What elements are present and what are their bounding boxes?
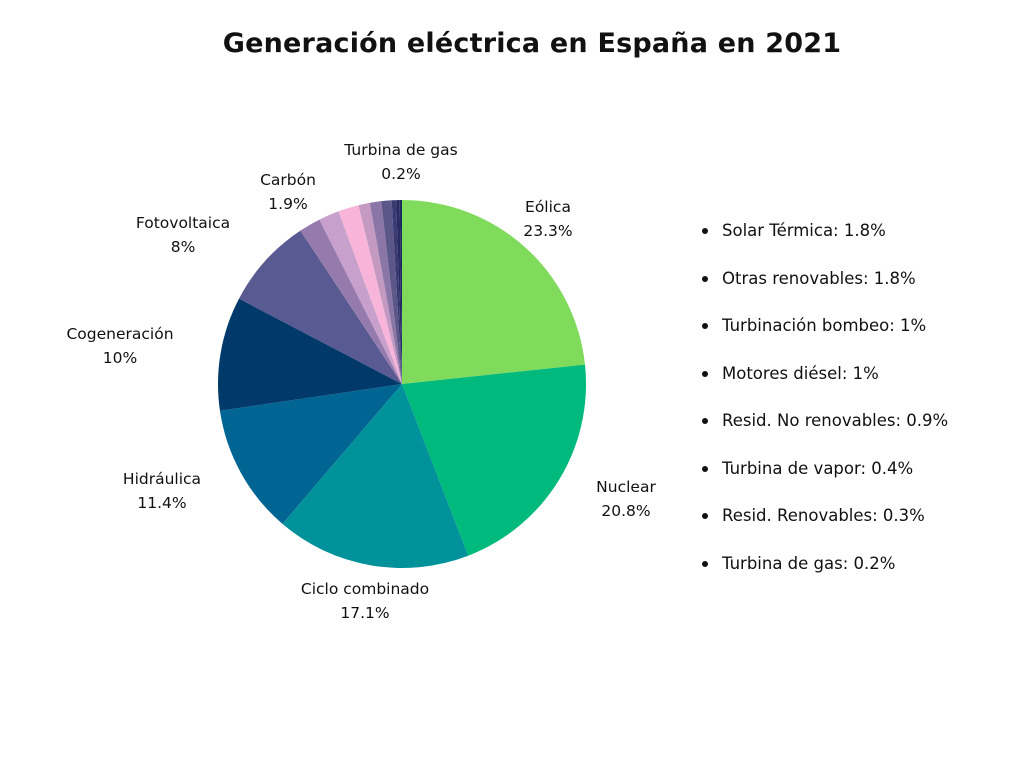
slice-label-value: 8%: [170, 238, 196, 256]
legend-item: Otras renovables: 1.8%: [700, 266, 948, 314]
bullet-icon: [702, 560, 708, 567]
legend-item-text: Turbina de gas: 0.2%: [722, 553, 896, 573]
pie-slice-turbinaci-n-bombeo: [358, 202, 402, 384]
pie-slice-fotovoltaica: [239, 230, 402, 384]
slice-label-value: 0.2%: [381, 165, 421, 183]
slice-label-value: 20.8%: [601, 502, 651, 520]
slice-label-name: Eólica: [525, 198, 571, 216]
legend-item-text: Solar Térmica: 1.8%: [722, 221, 886, 240]
bullet-icon: [702, 418, 708, 424]
bullet-icon: [702, 465, 708, 472]
slice-label-name: Hidráulica: [122, 470, 202, 488]
slice-label-carbon: Carbón 1.9%: [260, 168, 316, 216]
pie-slice-carb-n: [300, 219, 402, 384]
slice-label-name: Turbina de gas: [344, 141, 458, 159]
legend-item: Turbina de vapor: 0.4%: [700, 456, 948, 504]
slice-label-name: Fotovoltaica: [135, 214, 231, 232]
slice-label-eolica: Eólica 23.3%: [523, 195, 572, 243]
legend: Solar Térmica: 1.8% Otras renovables: 1.…: [700, 218, 948, 598]
slice-label-name: Nuclear: [596, 478, 656, 496]
legend-item-text: Resid. Renovables: 0.3%: [722, 506, 925, 525]
pie-slice-turbina-de-gas: [399, 199, 402, 384]
legend-item-text: Resid. No renovables: 0.9%: [722, 411, 949, 430]
slice-label-cogeneracion: Cogeneración 10%: [66, 322, 173, 370]
slice-label-name: Ciclo combinado: [300, 580, 430, 598]
legend-item: Turbinación bombeo: 1%: [700, 313, 948, 361]
pie-slice-resid-renovables: [396, 200, 402, 384]
pie-slice-ciclo-combinado: [282, 384, 469, 569]
slice-label-value: 10%: [102, 349, 138, 367]
legend-item: Resid. No renovables: 0.9%: [700, 408, 948, 456]
pie-slice-motores-di-sel: [369, 201, 402, 384]
slice-label-name: Cogeneración: [66, 325, 174, 343]
slice-label-ciclo-combinado: Ciclo combinado 17.1%: [301, 577, 429, 625]
pie-slice-e-lica: [402, 199, 585, 384]
slice-label-fotovoltaica: Fotovoltaica 8%: [136, 211, 230, 259]
bullet-icon: [702, 370, 708, 377]
slice-label-nuclear: Nuclear 20.8%: [596, 475, 656, 523]
pie-slice-resid-no-renovables: [381, 200, 402, 384]
pie-slice-nuclear: [402, 364, 587, 556]
pie-slice-otras-renovables: [338, 205, 402, 384]
slice-label-value: 23.3%: [523, 222, 573, 240]
legend-item: Turbina de gas: 0.2%: [700, 551, 948, 599]
bullet-icon: [702, 323, 708, 329]
slice-label-value: 11.4%: [137, 494, 187, 512]
legend-item-text: Turbinación bombeo: 1%: [722, 316, 927, 335]
slice-label-turbina-de-gas: Turbina de gas 0.2%: [344, 138, 457, 186]
pie-slice-turbina-de-vapor: [391, 200, 402, 384]
legend-item: Motores diésel: 1%: [700, 361, 948, 409]
slice-label-value: 1.9%: [268, 195, 308, 213]
legend-item: Solar Térmica: 1.8%: [700, 218, 948, 266]
slice-label-value: 17.1%: [340, 604, 390, 622]
chart-title: Generación eléctrica en España en 2021: [222, 28, 842, 59]
pie-slice-solar-t-rmica: [319, 211, 402, 384]
legend-item-text: Turbina de vapor: 0.4%: [722, 458, 914, 478]
legend-item-text: Otras renovables: 1.8%: [722, 268, 916, 288]
legend-item-text: Motores diésel: 1%: [722, 363, 879, 383]
pie-slices: [217, 199, 587, 569]
slice-label-name: Carbón: [260, 171, 316, 189]
legend-item: Resid. Renovables: 0.3%: [700, 503, 948, 551]
bullet-icon: [702, 275, 708, 282]
pie-slice-cogeneraci-n: [217, 298, 402, 411]
bullet-icon: [702, 228, 708, 234]
pie-slice-hidr-ulica: [219, 384, 402, 524]
bullet-icon: [702, 513, 708, 519]
slice-label-hidraulica: Hidráulica 11.4%: [123, 467, 201, 515]
